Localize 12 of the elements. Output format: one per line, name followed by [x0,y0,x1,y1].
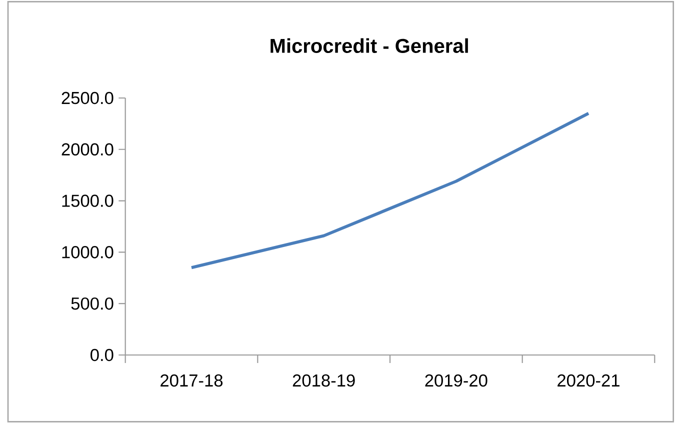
x-tick-label: 2019-20 [425,374,488,387]
x-tick-label: 2018-19 [292,374,355,387]
x-tick-label: 2017-18 [160,374,223,387]
y-tick-label: 1000.0 [62,246,114,258]
chart-title: Microcredit - General [270,38,468,53]
y-tick-label: 500.0 [71,297,114,310]
y-tick-label: 1500.0 [62,194,114,207]
y-tick-label: 2500.0 [62,92,114,104]
y-tick-label: 2000.0 [62,143,114,156]
line-series [190,112,590,270]
y-tick-label: 0.0 [90,348,114,362]
x-tick-label: 2020-21 [558,374,620,387]
